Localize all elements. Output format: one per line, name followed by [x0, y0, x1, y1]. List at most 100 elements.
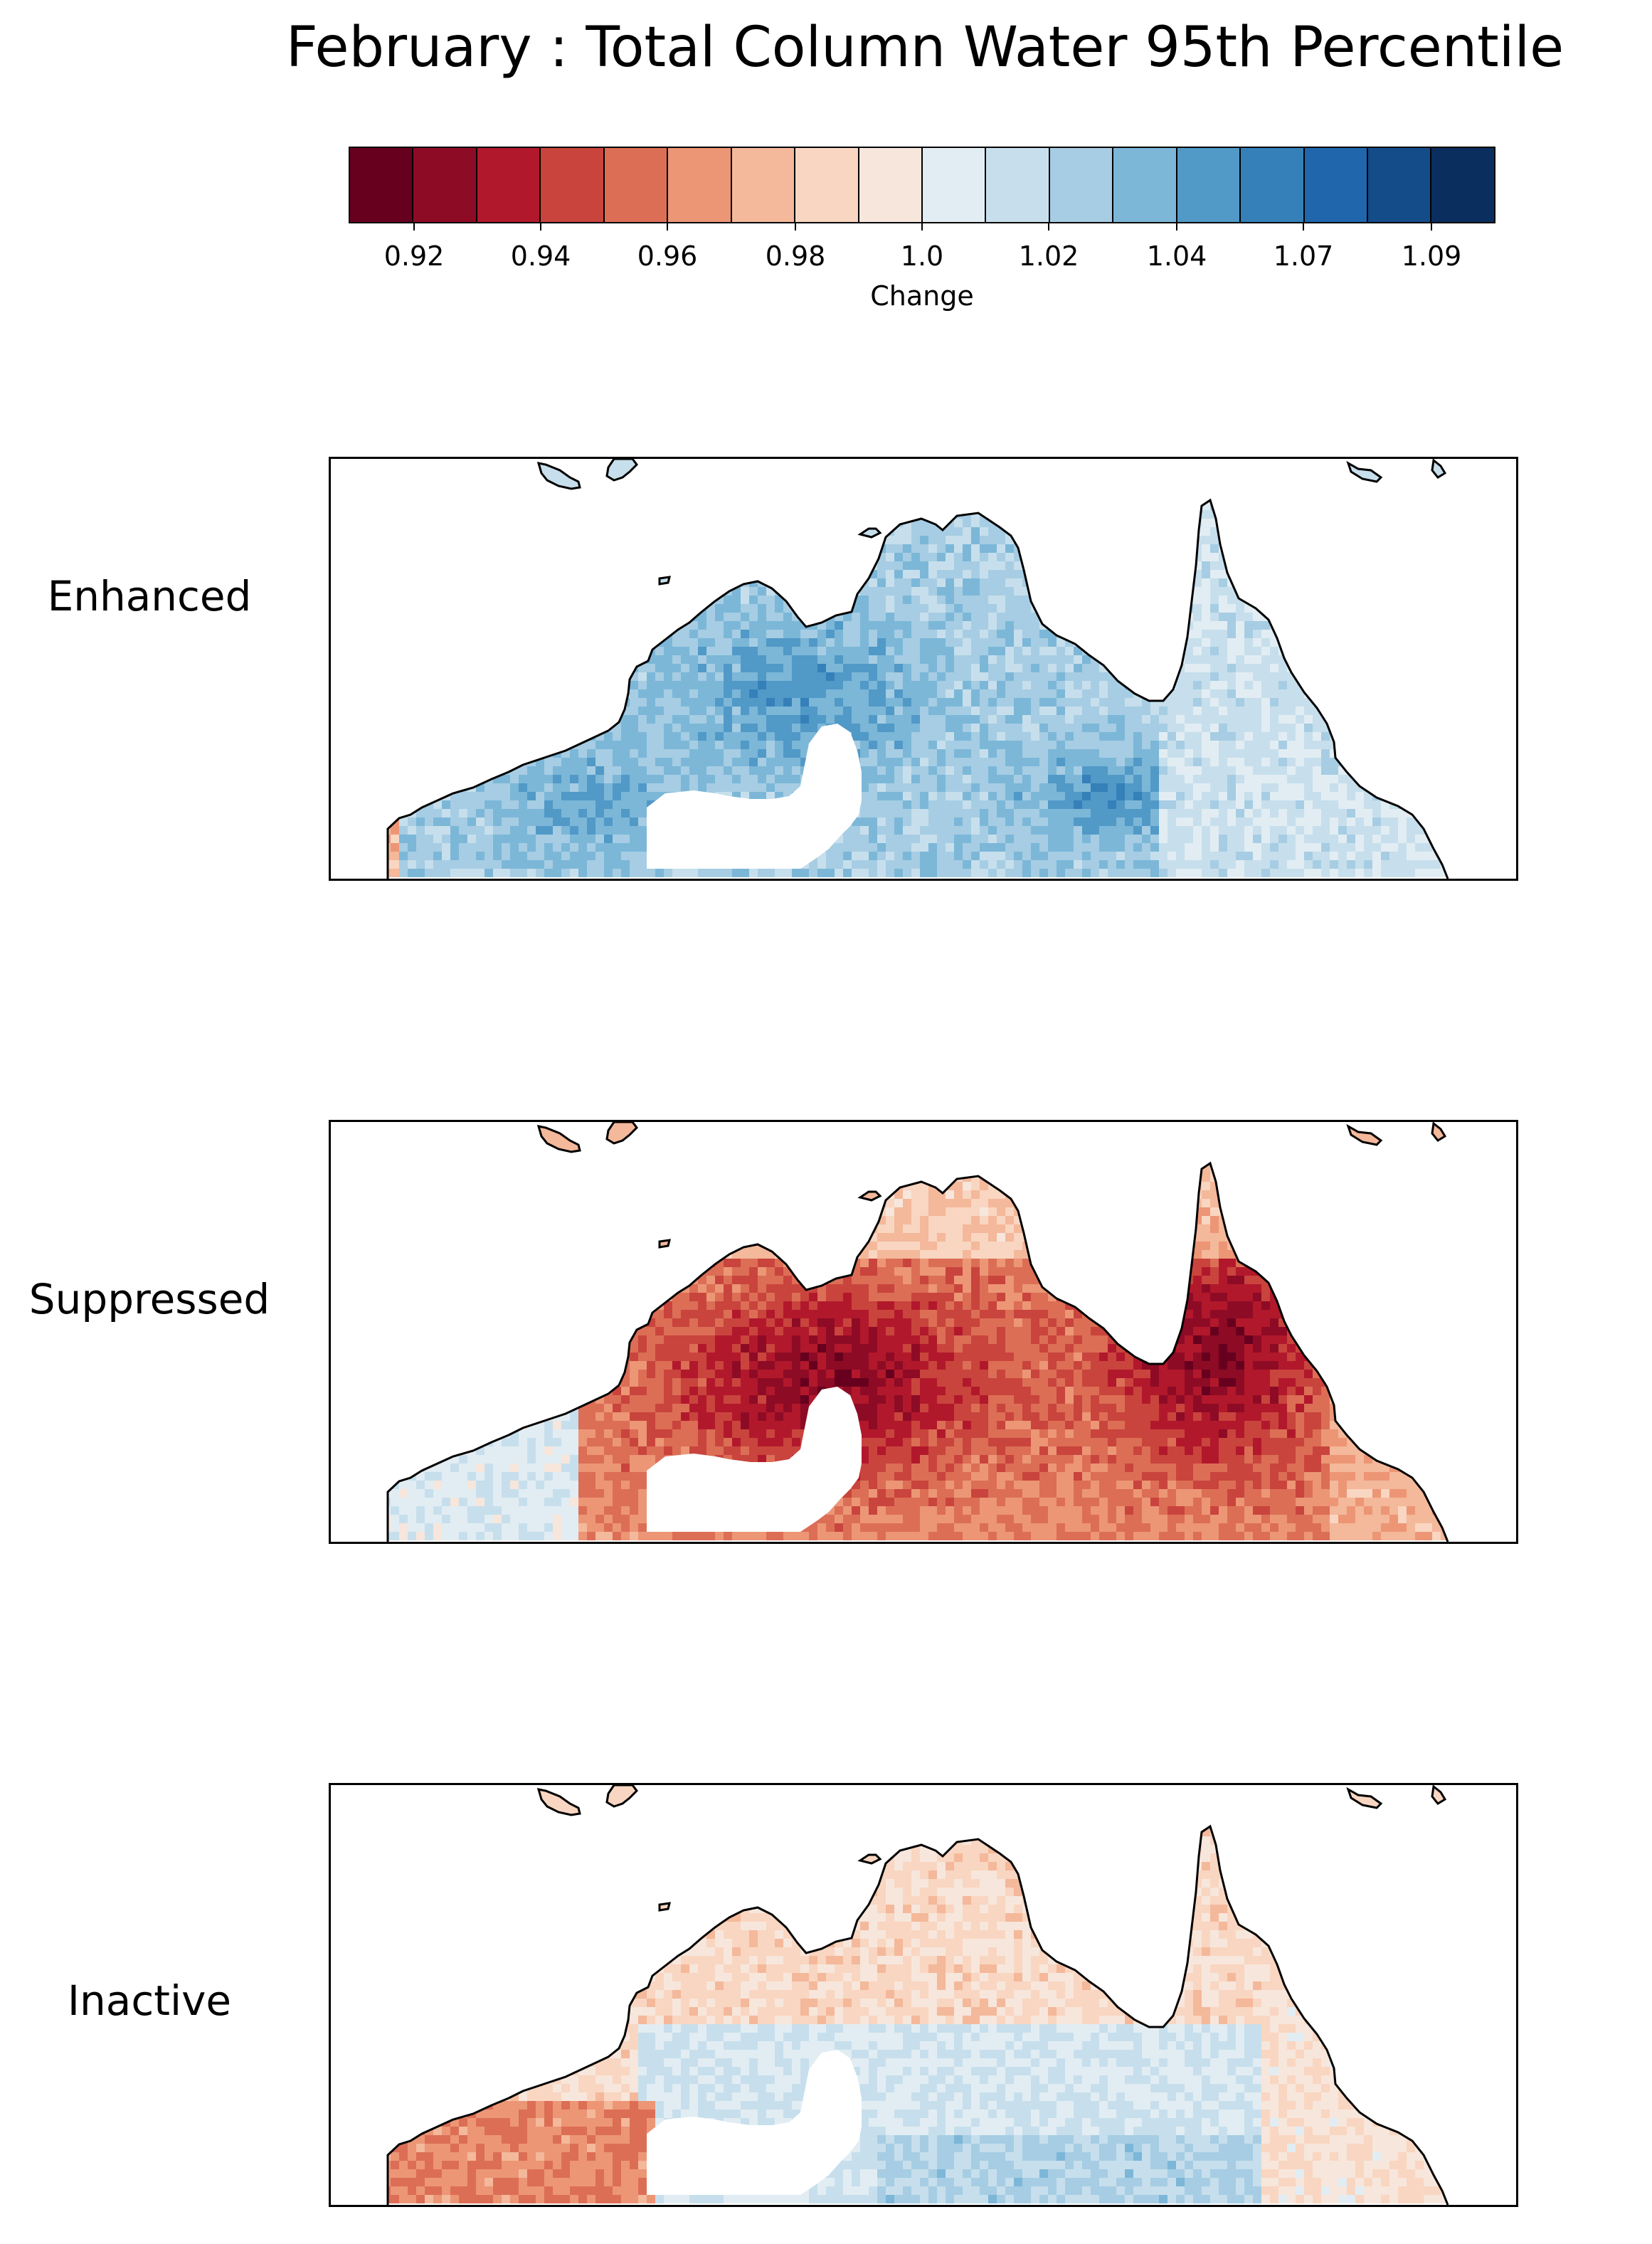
heatmap-cell	[1039, 758, 1048, 766]
heatmap-cell	[706, 459, 715, 467]
heatmap-cell	[365, 732, 374, 741]
heatmap-cell	[706, 732, 715, 741]
heatmap-cell	[741, 758, 749, 766]
heatmap-cell	[724, 749, 732, 758]
heatmap-cell	[886, 749, 894, 758]
heatmap-cell	[800, 741, 809, 749]
heatmap-cell	[715, 647, 724, 655]
heatmap-cell	[1278, 621, 1287, 630]
heatmap-cell	[835, 604, 843, 613]
heatmap-cell	[399, 459, 408, 467]
heatmap-cell	[374, 570, 382, 578]
heatmap-cell	[741, 647, 749, 655]
heatmap-cell	[698, 510, 706, 519]
heatmap-cell	[852, 502, 860, 510]
heatmap-cell	[1065, 604, 1074, 613]
heatmap-cell	[416, 476, 425, 485]
colorbar-swatch-1	[413, 148, 477, 222]
heatmap-cell	[1398, 672, 1407, 681]
heatmap-cell	[1492, 672, 1500, 681]
heatmap-cell	[1125, 578, 1133, 587]
heatmap-cell	[1108, 502, 1116, 510]
heatmap-cell	[1065, 724, 1074, 732]
heatmap-cell	[408, 638, 416, 647]
heatmap-cell	[450, 613, 459, 621]
heatmap-cell	[1304, 519, 1313, 527]
heatmap-cell	[1441, 621, 1448, 630]
heatmap-cell	[911, 544, 920, 553]
heatmap-cell	[638, 570, 647, 578]
heatmap-cell	[339, 655, 348, 664]
heatmap-cell	[450, 732, 459, 741]
heatmap-cell	[698, 544, 706, 553]
heatmap-cell	[869, 689, 877, 698]
heatmap-cell	[621, 741, 630, 749]
heatmap-cell	[1483, 459, 1492, 467]
heatmap-cell	[1355, 681, 1364, 689]
heatmap-cell	[493, 544, 502, 553]
heatmap-cell	[1142, 689, 1150, 698]
heatmap-cell	[1236, 638, 1244, 647]
heatmap-cell	[1338, 561, 1347, 570]
heatmap-cell	[1227, 715, 1236, 724]
heatmap-cell	[450, 749, 459, 758]
heatmap-cell	[1313, 749, 1321, 758]
heatmap-cell	[331, 527, 339, 536]
heatmap-cell	[1407, 724, 1415, 732]
heatmap-cell	[1261, 502, 1270, 510]
heatmap-cell	[1278, 502, 1287, 510]
heatmap-cell	[450, 604, 459, 613]
heatmap-cell	[911, 510, 920, 519]
heatmap-cell	[1159, 510, 1167, 519]
heatmap-cell	[724, 527, 732, 536]
heatmap-cell	[1449, 664, 1458, 672]
heatmap-cell	[1091, 724, 1099, 732]
heatmap-cell	[1415, 724, 1424, 732]
heatmap-cell	[1074, 459, 1082, 467]
heatmap-cell	[886, 500, 894, 502]
heatmap-cell	[399, 706, 408, 715]
heatmap-cell	[698, 681, 706, 689]
heatmap-cell	[664, 553, 672, 561]
heatmap-cell	[348, 706, 356, 715]
heatmap-cell	[1321, 527, 1330, 536]
heatmap-cell	[450, 502, 459, 510]
heatmap-cell	[1458, 706, 1466, 715]
heatmap-cell	[946, 672, 954, 681]
heatmap-cell	[1150, 706, 1159, 715]
heatmap-cell	[1048, 604, 1057, 613]
heatmap-cell	[1133, 510, 1142, 519]
heatmap-cell	[1261, 724, 1270, 732]
heatmap-cell	[826, 630, 835, 638]
heatmap-cell	[1364, 536, 1372, 544]
heatmap-cell	[681, 664, 689, 672]
heatmap-cell	[1381, 613, 1389, 621]
heatmap-cell	[388, 698, 391, 706]
heatmap-cell	[613, 647, 621, 655]
heatmap-cell	[1364, 578, 1372, 587]
heatmap-cell	[1099, 544, 1108, 553]
heatmap-cell	[783, 741, 792, 749]
heatmap-cell	[1483, 732, 1492, 741]
heatmap-cell	[1500, 613, 1509, 621]
heatmap-cell	[826, 485, 835, 493]
heatmap-cell	[570, 621, 578, 630]
heatmap-cell	[877, 758, 886, 766]
heatmap-cell	[937, 664, 946, 672]
heatmap-cell	[416, 689, 425, 698]
heatmap-cell	[1091, 502, 1099, 510]
heatmap-cell	[724, 706, 732, 715]
heatmap-cell	[877, 741, 886, 749]
heatmap-cell	[1338, 527, 1347, 536]
heatmap-cell	[937, 561, 946, 570]
heatmap-cell	[1082, 630, 1091, 638]
heatmap-cell	[903, 604, 911, 613]
heatmap-cell	[493, 500, 502, 502]
heatmap-cell	[536, 500, 544, 502]
heatmap-cell	[578, 578, 587, 587]
heatmap-cell	[493, 510, 502, 519]
heatmap-cell	[459, 621, 467, 630]
heatmap-cell	[365, 630, 374, 638]
heatmap-cell	[1270, 724, 1278, 732]
heatmap-cell	[809, 578, 817, 587]
